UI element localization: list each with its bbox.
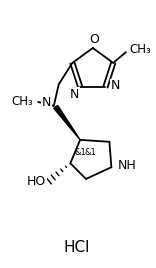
- Text: N: N: [41, 96, 51, 109]
- Text: &1: &1: [84, 148, 96, 157]
- Polygon shape: [54, 105, 80, 140]
- Text: &1: &1: [74, 148, 86, 157]
- Text: HO: HO: [27, 175, 46, 188]
- Text: N: N: [70, 88, 79, 101]
- Text: CH₃: CH₃: [12, 95, 33, 109]
- Text: CH₃: CH₃: [130, 43, 152, 56]
- Text: NH: NH: [118, 159, 137, 172]
- Text: HCl: HCl: [63, 240, 89, 255]
- Text: O: O: [89, 33, 99, 46]
- Text: N: N: [110, 79, 120, 92]
